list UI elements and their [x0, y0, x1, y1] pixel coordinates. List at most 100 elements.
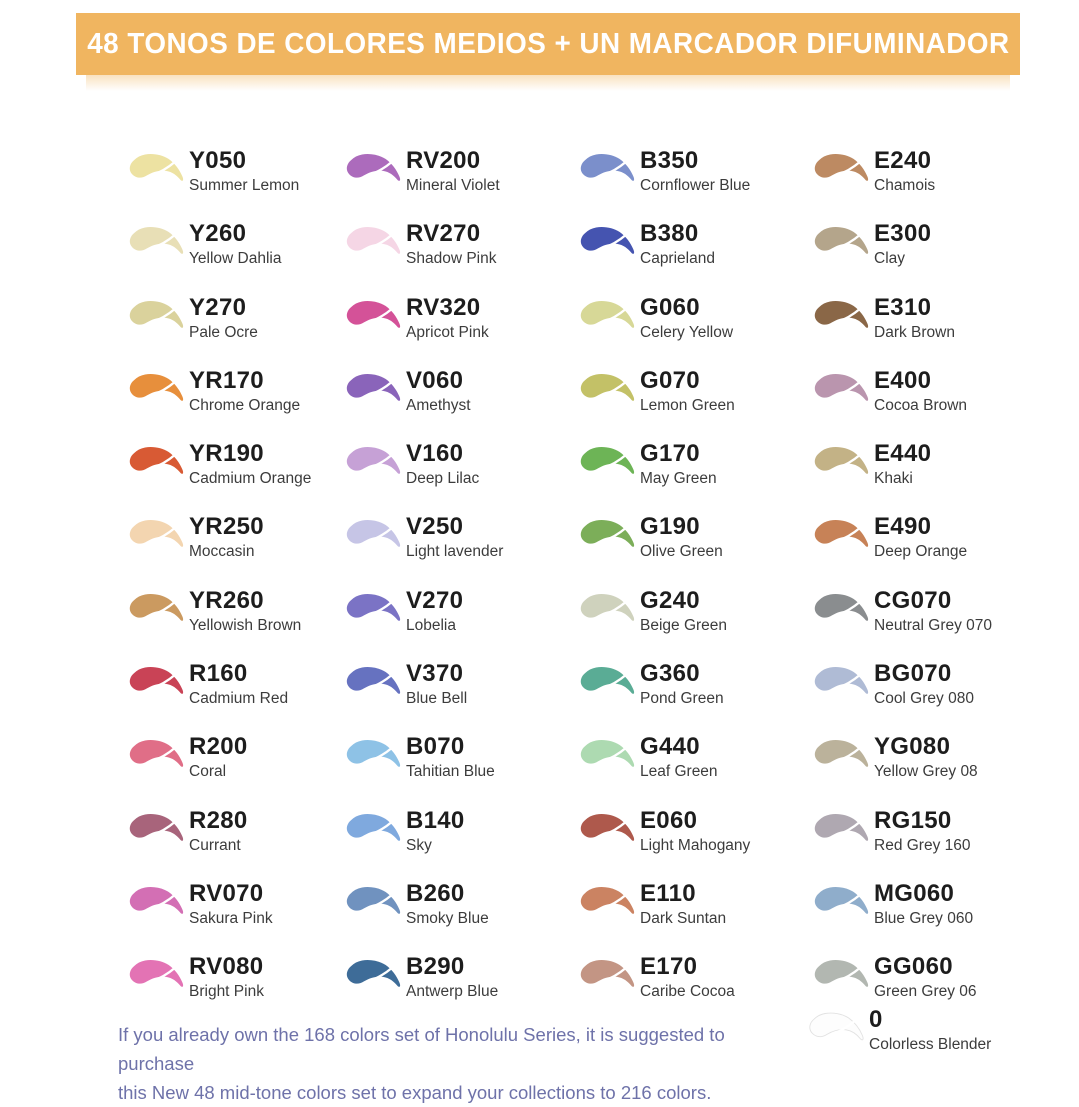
brush-stroke-swatch-icon [814, 960, 869, 988]
brush-stroke-swatch-icon [814, 373, 869, 401]
swatch-text: YR190 Cadmium Orange [189, 439, 311, 488]
brush-stroke-swatch-icon [346, 667, 401, 694]
color-code: G070 [640, 366, 700, 394]
color-swatch-item: V160 Deep Lilac [344, 439, 578, 512]
brush-stroke-swatch-icon [346, 227, 401, 255]
color-name: Caribe Cocoa [640, 983, 735, 1001]
swatch-text: E060 Light Mahogany [640, 806, 750, 855]
color-code: V370 [406, 660, 464, 688]
brush-stroke-swatch-icon [814, 667, 869, 694]
swatch-text: B260 Smoky Blue [406, 879, 489, 928]
swatch-text: E300 Clay [874, 219, 931, 268]
brush-stroke-swatch-icon [814, 520, 869, 548]
color-code: Y270 [189, 293, 247, 321]
color-code: V270 [406, 586, 464, 614]
swatch-text: RV270 Shadow Pink [406, 219, 496, 268]
swatch-text: V060 Amethyst [406, 366, 471, 415]
color-code: V250 [406, 513, 464, 541]
color-swatch-item: BG070 Cool Grey 080 [812, 659, 1027, 732]
color-code: B070 [406, 733, 465, 761]
color-swatch-item: E240 Chamois [812, 146, 1027, 219]
brush-stroke-swatch-icon [346, 813, 401, 841]
swatch-text: YR170 Chrome Orange [189, 366, 300, 415]
color-name: Mineral Violet [406, 177, 500, 194]
brush-stroke-swatch-icon [809, 1012, 864, 1041]
color-code: B260 [406, 879, 465, 907]
color-swatch-item: RV320 Apricot Pink [344, 293, 578, 366]
brush-stroke-swatch-icon [346, 887, 401, 914]
color-name: Pale Ocre [189, 323, 258, 341]
color-code: G170 [640, 440, 700, 468]
swatch-text: YR250 Moccasin [189, 512, 264, 561]
brush-stroke-swatch-icon [346, 154, 401, 181]
color-code: RG150 [874, 806, 952, 834]
swatch-text: 0 Colorless Blender [869, 1005, 991, 1054]
color-code: E400 [874, 366, 932, 394]
swatch-text: Y260 Yellow Dahlia [189, 219, 282, 268]
color-code: R200 [189, 733, 248, 761]
swatch-text: E440 Khaki [874, 439, 931, 488]
color-swatch-item: G190 Olive Green [578, 512, 812, 585]
color-code: YR260 [189, 586, 264, 614]
color-swatch-item: Y050 Summer Lemon [127, 146, 344, 219]
color-code: R160 [189, 660, 248, 688]
color-code: V160 [406, 440, 464, 468]
color-code: YR190 [189, 440, 264, 468]
color-code: GG060 [874, 953, 953, 981]
color-swatch-item: YR190 Cadmium Orange [127, 439, 344, 512]
footer-line-1: If you already own the 168 colors set of… [118, 1024, 725, 1074]
swatch-text: E170 Caribe Cocoa [640, 952, 735, 1001]
swatch-text: V160 Deep Lilac [406, 439, 479, 488]
color-name: Amethyst [406, 396, 471, 414]
color-name: Khaki [874, 470, 913, 488]
color-name: Sakura Pink [189, 909, 273, 927]
brush-stroke-swatch-icon [129, 447, 184, 475]
color-code: B290 [406, 953, 465, 981]
color-name: Summer Lemon [189, 177, 300, 194]
color-name: Cornflower Blue [640, 177, 751, 194]
swatch-text: YR260 Yellowish Brown [189, 586, 301, 635]
color-name: Cadmium Red [189, 690, 289, 708]
color-name: Cadmium Orange [189, 470, 312, 488]
swatch-text: R160 Cadmium Red [189, 659, 288, 708]
color-name: Yellowish Brown [189, 616, 302, 634]
brush-stroke-swatch-icon [580, 813, 635, 841]
color-name: Lobelia [406, 616, 456, 634]
color-code: RV070 [189, 879, 264, 907]
brush-stroke-swatch-icon [346, 960, 401, 988]
brush-stroke-swatch-icon [814, 447, 869, 475]
swatch-text: E310 Dark Brown [874, 293, 955, 342]
color-name: Antwerp Blue [406, 983, 499, 1001]
swatch-text: G060 Celery Yellow [640, 293, 733, 342]
color-code: RV270 [406, 220, 481, 248]
color-code: RV320 [406, 293, 481, 321]
brush-stroke-swatch-icon [346, 447, 401, 475]
swatch-text: R280 Currant [189, 806, 248, 855]
color-swatch-item: E170 Caribe Cocoa [578, 952, 812, 1025]
brush-stroke-swatch-icon [129, 740, 184, 768]
page-title: 48 TONOS DE COLORES MEDIOS + UN MARCADOR… [86, 27, 1010, 60]
color-code: G240 [640, 586, 700, 614]
swatch-text: BG070 Cool Grey 080 [874, 659, 974, 708]
swatch-text: B070 Tahitian Blue [406, 732, 495, 781]
brush-stroke-swatch-icon [129, 887, 184, 914]
color-swatch-item: B260 Smoky Blue [344, 879, 578, 952]
swatch-column-1: Y050 Summer Lemon Y260 Yellow Dahlia Y27… [127, 146, 344, 1026]
color-swatch-item: RV070 Sakura Pink [127, 879, 344, 952]
color-code: R280 [189, 806, 248, 834]
color-swatch-item: RV200 Mineral Violet [344, 146, 578, 219]
color-name: Moccasin [189, 543, 255, 561]
color-swatch-item: RG150 Red Grey 160 [812, 806, 1027, 879]
color-code: RV080 [189, 953, 264, 981]
brush-stroke-swatch-icon [346, 373, 401, 401]
brush-stroke-swatch-icon [580, 227, 635, 255]
brush-stroke-swatch-icon [129, 154, 184, 181]
color-swatch-item: B140 Sky [344, 806, 578, 879]
brush-stroke-swatch-icon [346, 740, 401, 768]
color-code: B350 [640, 147, 699, 174]
color-code: CG070 [874, 586, 952, 614]
color-name: Cocoa Brown [874, 396, 968, 414]
color-name: Pond Green [640, 690, 724, 708]
brush-stroke-swatch-icon [580, 593, 635, 621]
brush-stroke-swatch-icon [580, 373, 635, 401]
